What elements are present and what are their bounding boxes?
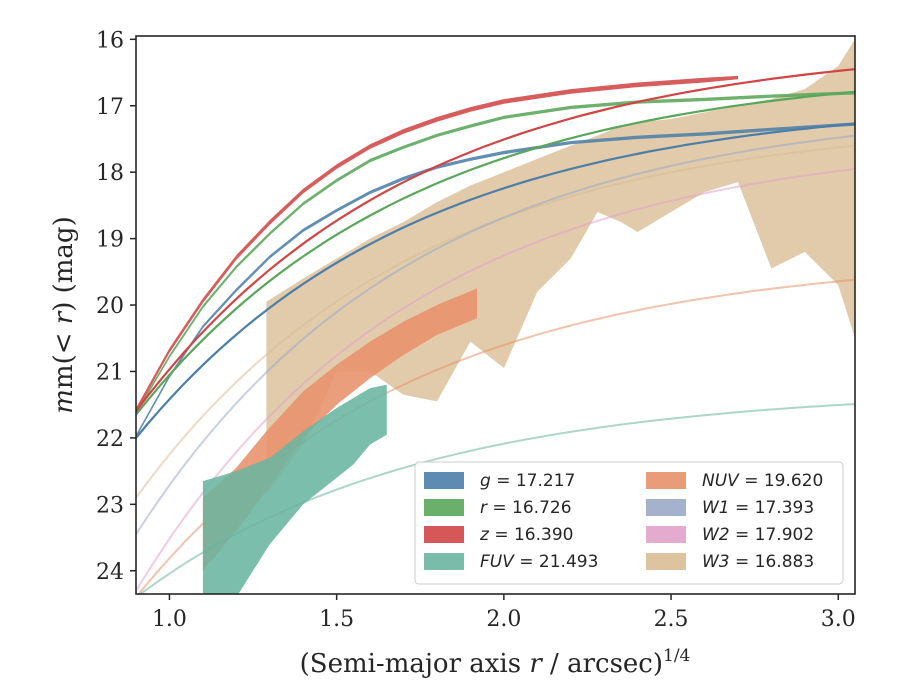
x-axis-label-unit: / arcsec) (542, 649, 663, 679)
x-axis-label-exponent: 1/4 (663, 646, 690, 666)
model-curve-r (136, 90, 855, 416)
legend-label-r: r = 16.726 (480, 498, 572, 518)
y-axis-label-var: r (49, 310, 79, 324)
legend-swatch-r (424, 499, 464, 516)
y-tick-label-2: 18 (96, 161, 124, 186)
legend-label-z: z = 16.390 (479, 525, 573, 545)
model-curve-fuv (138, 403, 855, 594)
model-curve-g (136, 122, 855, 439)
series-layer (136, 39, 855, 594)
band-fuv (202, 384, 387, 594)
legend-swatch-g (424, 472, 464, 489)
y-tick-label-7: 23 (96, 493, 124, 518)
legend-label-nuv: NUV = 19.620 (702, 471, 823, 491)
legend-label-fuv: FUV = 21.493 (480, 552, 598, 572)
y-tick-label-3: 19 (96, 228, 124, 253)
y-axis-label-suffix: ) (mag) (49, 216, 79, 312)
legend-label-w1: W1 = 17.393 (702, 498, 814, 518)
legend-swatch-w3 (646, 553, 686, 570)
y-tick-label-8: 24 (96, 560, 124, 585)
legend-swatch-w2 (646, 526, 686, 543)
x-axis-label-text: (Semi-major axis (300, 649, 530, 679)
tick-layer: 1.0 1.5 2.0 2.5 3.0 16 17 18 19 20 21 22 23 24 (96, 28, 856, 632)
legend-label-w2: W2 = 17.902 (702, 525, 814, 545)
legend: g = 17.217 r = 16.726 z = 16.390 FUV = 21.4… (414, 461, 844, 585)
x-tick-label-4: 3.0 (821, 607, 856, 632)
legend-swatch-w1 (646, 499, 686, 516)
y-axis-label-m: m (49, 389, 79, 414)
y-tick-label-6: 22 (96, 427, 124, 452)
legend-swatch-z (424, 526, 464, 543)
y-tick-label-0: 16 (96, 28, 124, 53)
y-axis-label: mm(< r) (mag) (49, 216, 79, 413)
x-tick-label-1: 1.5 (319, 607, 354, 632)
x-axis-label: (Semi-major axis r / arcsec)1/4 (300, 646, 691, 679)
x-tick-label-3: 2.5 (654, 607, 689, 632)
legend-label-w3: W3 = 16.883 (702, 552, 814, 572)
y-tick-label-1: 17 (96, 95, 124, 120)
model-curve-w2 (136, 167, 855, 592)
legend-box (414, 461, 844, 585)
legend-swatch-nuv (646, 472, 686, 489)
y-tick-label-5: 21 (96, 360, 124, 385)
band-nuv (202, 288, 478, 571)
legend-label-g: g = 17.217 (480, 471, 575, 491)
model-curve-w1 (136, 134, 855, 535)
y-tick-label-4: 20 (96, 294, 124, 319)
model-curve-z (136, 68, 855, 412)
y-axis-label-prefix: m(< (49, 324, 79, 389)
plot-frame (135, 35, 856, 595)
legend-swatch-fuv (424, 553, 464, 570)
x-tick-label-2: 2.0 (486, 607, 521, 632)
x-axis-label-var: r (529, 649, 543, 679)
x-tick-label-0: 1.0 (152, 607, 187, 632)
